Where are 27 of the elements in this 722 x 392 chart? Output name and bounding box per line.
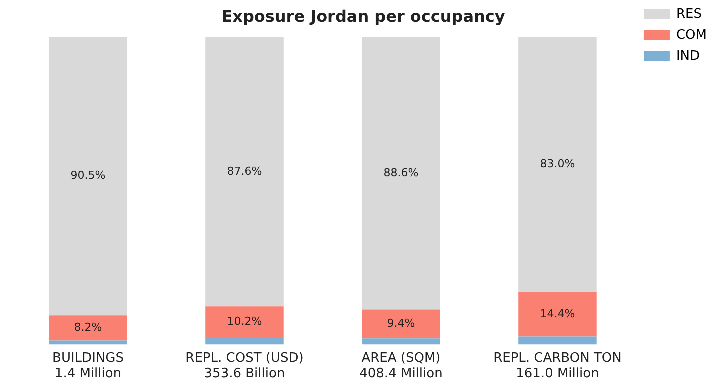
bar bbox=[49, 37, 128, 316]
chart-title: Exposure Jordan per occupancy bbox=[222, 6, 506, 26]
bar bbox=[362, 310, 440, 339]
bar bbox=[518, 336, 597, 345]
data-label: 87.6% bbox=[227, 164, 262, 178]
bar bbox=[206, 306, 284, 338]
x-tick-label: AREA (SQM) 408.4 Million bbox=[360, 350, 443, 382]
data-label: 90.5% bbox=[70, 169, 106, 182]
bar bbox=[362, 37, 440, 310]
bar bbox=[49, 316, 128, 341]
legend-label: IND bbox=[676, 48, 700, 64]
legend-label: COM bbox=[676, 28, 708, 43]
bar bbox=[362, 338, 440, 345]
bar bbox=[518, 292, 597, 337]
bar bbox=[518, 37, 597, 293]
x-tick-label: REPL. CARBON TON 161.0 Million bbox=[494, 350, 622, 382]
x-tick-label: REPL. COST (USD) 353.6 Billion bbox=[186, 350, 304, 382]
data-label: 14.4% bbox=[540, 308, 576, 321]
data-label: 10.2% bbox=[227, 315, 262, 328]
legend-label: RES bbox=[676, 6, 702, 22]
data-label: 88.6% bbox=[384, 166, 419, 180]
data-label: 83.0% bbox=[540, 158, 576, 171]
data-label: 8.2% bbox=[74, 321, 102, 334]
bar bbox=[206, 37, 284, 307]
bar bbox=[206, 338, 284, 345]
data-label: 9.4% bbox=[387, 317, 416, 330]
x-tick-label: BUILDINGS 1.4 Million bbox=[52, 350, 124, 382]
